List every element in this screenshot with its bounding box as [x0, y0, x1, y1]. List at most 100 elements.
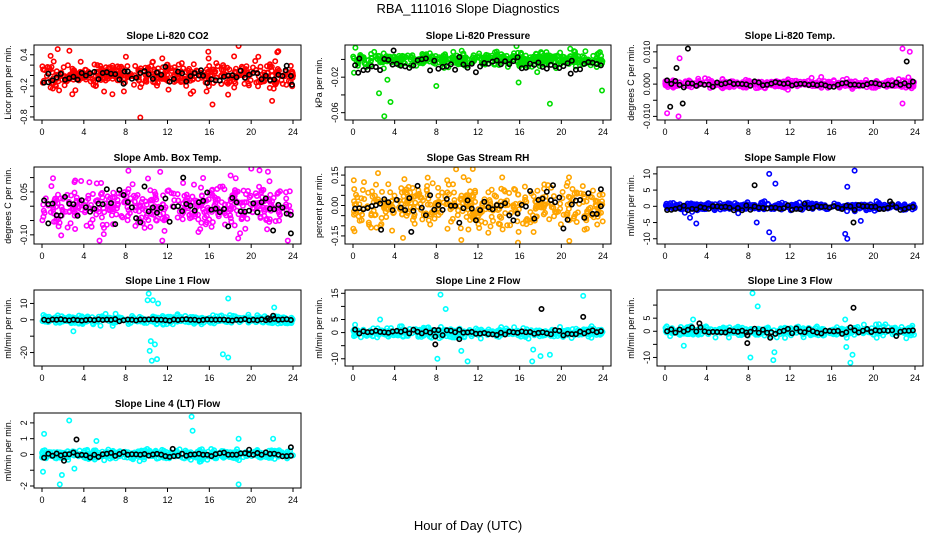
- x-tick-label: 0: [39, 127, 44, 137]
- x-tick-label: 24: [598, 373, 608, 383]
- data-point: [400, 193, 407, 200]
- data-point: [49, 85, 56, 92]
- mean-point: [250, 200, 257, 207]
- x-tick-label: 8: [746, 127, 751, 137]
- outlier-point: [225, 354, 232, 361]
- data-point: [582, 48, 589, 55]
- data-point: [530, 193, 537, 200]
- mean-point: [801, 329, 808, 336]
- outlier-point: [375, 90, 382, 97]
- mean-point: [116, 76, 123, 83]
- data-point: [93, 211, 100, 218]
- mean-point: [502, 58, 509, 65]
- mean-point: [564, 60, 571, 67]
- mean-point: [397, 204, 404, 211]
- mean-point: [78, 70, 85, 77]
- mean-point: [352, 326, 359, 333]
- data-point: [754, 84, 761, 91]
- data-point: [161, 227, 168, 234]
- data-point: [86, 179, 93, 186]
- outlier-point: [693, 220, 700, 227]
- data-point: [237, 230, 244, 237]
- data-point: [498, 185, 505, 192]
- mean-point: [74, 212, 81, 219]
- data-point: [114, 202, 121, 209]
- x-tick-label: 8: [123, 127, 128, 137]
- mean-point: [91, 205, 98, 212]
- data-point: [100, 231, 107, 238]
- data-point: [548, 55, 555, 62]
- data-point: [499, 226, 506, 233]
- data-point: [563, 183, 570, 190]
- mean-point: [456, 53, 463, 60]
- data-point: [491, 192, 498, 199]
- data-point: [524, 217, 531, 224]
- data-point: [564, 179, 571, 186]
- data-point: [378, 221, 385, 228]
- data-point: [227, 206, 234, 213]
- outlier-point: [154, 356, 161, 363]
- data-point: [401, 60, 408, 67]
- outlier-point: [442, 305, 449, 312]
- mean-point: [755, 329, 762, 336]
- mean-point: [572, 331, 579, 338]
- data-point: [99, 221, 106, 228]
- data-point: [581, 193, 588, 200]
- mean-outlier-point: [270, 312, 277, 319]
- data-point: [371, 192, 378, 199]
- scatter-points: [39, 290, 296, 364]
- data-point: [72, 87, 79, 94]
- y-tick-label: -0.15: [330, 226, 340, 247]
- data-point: [571, 52, 578, 59]
- outlier-point: [849, 351, 856, 358]
- mean-point: [108, 200, 115, 207]
- outlier-point: [148, 357, 155, 364]
- mean-point: [839, 206, 846, 213]
- mean-point: [216, 209, 223, 216]
- x-tick-label: 12: [785, 127, 795, 137]
- mean-point: [743, 202, 750, 209]
- data-point: [556, 57, 563, 64]
- mean-point: [497, 202, 504, 209]
- mean-point: [364, 66, 371, 73]
- data-point: [515, 239, 521, 244]
- data-point: [263, 63, 270, 70]
- data-point: [78, 178, 85, 185]
- data-point: [532, 205, 539, 212]
- mean-point: [577, 66, 584, 73]
- x-tick-label: 8: [123, 373, 128, 383]
- mean-outlier-point: [456, 336, 463, 343]
- data-point: [705, 76, 712, 83]
- mean-point: [200, 197, 207, 204]
- y-tick-label: 0.000: [642, 73, 652, 96]
- mean-point: [489, 206, 496, 213]
- data-point: [554, 52, 561, 59]
- data-point: [391, 192, 398, 199]
- y-tick-label: -0.2: [19, 78, 29, 94]
- data-point: [560, 53, 567, 60]
- mean-point: [279, 73, 286, 80]
- mean-point: [179, 208, 186, 215]
- mean-point: [57, 212, 64, 219]
- y-axis-label: percent per min.: [314, 173, 324, 238]
- x-tick-label: 16: [204, 251, 214, 261]
- y-axis-label: ml/min per min.: [626, 297, 636, 359]
- data-point: [227, 212, 234, 219]
- data-point: [142, 198, 149, 205]
- data-point: [496, 213, 503, 220]
- mean-point: [49, 200, 56, 207]
- x-tick-label: 8: [746, 251, 751, 261]
- data-point: [58, 232, 65, 239]
- mean-point: [909, 327, 916, 334]
- data-point: [450, 48, 457, 55]
- data-point: [445, 56, 452, 63]
- data-point: [205, 55, 212, 62]
- data-point: [476, 225, 483, 232]
- outlier-point: [458, 237, 465, 244]
- mean-point: [258, 199, 265, 206]
- mean-outlier-point: [45, 220, 52, 227]
- data-point: [403, 186, 410, 193]
